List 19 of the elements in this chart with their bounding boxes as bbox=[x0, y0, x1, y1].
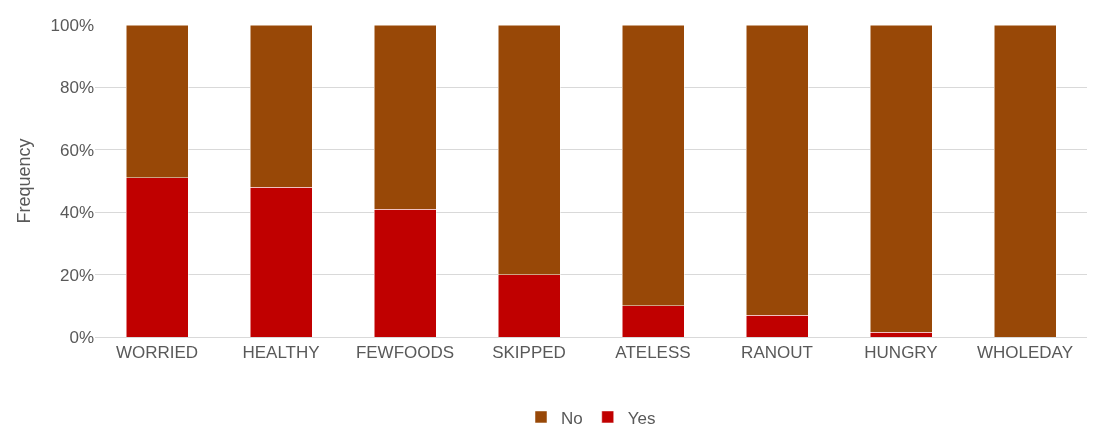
x-tick-label: FEWFOODS bbox=[355, 343, 455, 363]
y-tick-label: 40% bbox=[59, 203, 94, 223]
x-tick-label: SKIPPED bbox=[492, 343, 566, 363]
y-tick-label: 20% bbox=[59, 265, 94, 285]
x-tick-label: HEALTHY bbox=[242, 343, 320, 363]
y-tick-label: 100% bbox=[50, 15, 94, 35]
legend-label: Yes bbox=[627, 408, 656, 428]
legend-label: No bbox=[561, 408, 583, 428]
x-tick-label: HUNGRY bbox=[864, 343, 938, 363]
y-tick-label: 80% bbox=[59, 78, 94, 98]
y-axis-title: Frequency bbox=[13, 138, 34, 224]
bar bbox=[993, 25, 1057, 337]
x-tick-label: WHOLEDAY bbox=[976, 343, 1074, 363]
y-tick-label: 0% bbox=[69, 327, 94, 347]
x-tick-label: RANOUT bbox=[741, 343, 813, 363]
x-tick-label: ATELESS bbox=[615, 343, 691, 363]
bar bbox=[869, 25, 933, 333]
x-tick-label: WORRIED bbox=[115, 343, 199, 363]
y-tick-label: 60% bbox=[59, 140, 94, 160]
